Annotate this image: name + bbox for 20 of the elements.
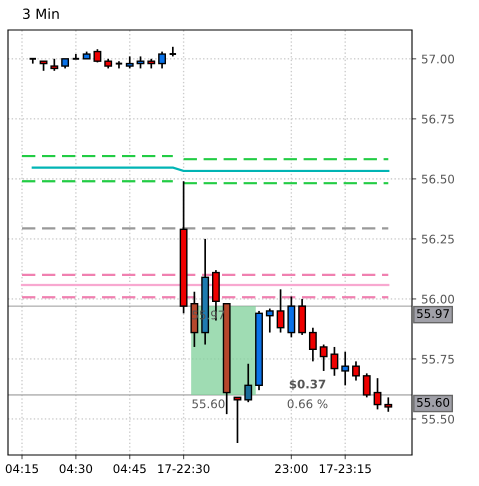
annotation: 55.60 xyxy=(192,399,224,408)
y-tick-label: 56.75 xyxy=(422,114,454,124)
x-tick-label: 17-22:30 xyxy=(158,464,210,474)
annotation: 0.66 % xyxy=(288,399,328,408)
annotation: $0.37 xyxy=(290,379,326,390)
y-tick-label: 56.00 xyxy=(422,294,454,304)
y-tick-label: 56.50 xyxy=(422,174,454,184)
x-tick-label: 04:15 xyxy=(6,464,38,474)
x-tick-label: 23:00 xyxy=(275,464,308,474)
chart-title: 3 Min xyxy=(23,8,59,20)
annotation: 55.97 xyxy=(192,310,224,320)
y-tick-label: 57.00 xyxy=(422,54,454,64)
y-tick-label: 56.25 xyxy=(422,234,454,244)
ref-line-label: 55.60 xyxy=(417,398,450,407)
x-tick-label: 17-23:15 xyxy=(320,464,371,474)
y-tick-label: 55.75 xyxy=(422,354,454,364)
ref-line-label: 55.97 xyxy=(417,309,449,318)
x-tick-label: 04:45 xyxy=(114,464,146,474)
y-tick-label: 55.50 xyxy=(422,414,454,424)
x-tick-label: 04:30 xyxy=(60,464,92,474)
